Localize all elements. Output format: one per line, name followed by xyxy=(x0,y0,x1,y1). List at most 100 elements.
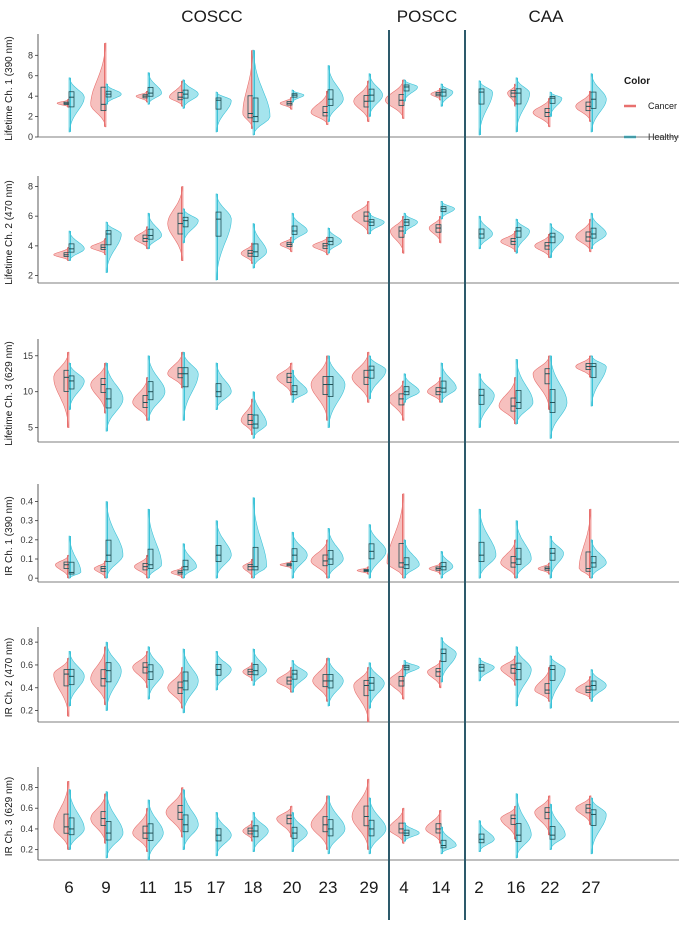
healthy-violin-6-box xyxy=(68,243,75,253)
healthy-violin-4-body xyxy=(403,79,418,102)
panel-6: IR Ch. 3 (629 nm) 0.2 0.4 0.6 0.8 xyxy=(4,767,679,861)
healthy-violin-23-body xyxy=(327,657,344,707)
healthy-violin-14 xyxy=(440,362,457,403)
cancer-violin-11-body xyxy=(134,226,149,250)
cancer-violin-14 xyxy=(425,809,442,844)
healthy-violin-2 xyxy=(478,215,493,250)
healthy-violin-27 xyxy=(590,212,607,250)
healthy-violin-6 xyxy=(68,362,85,411)
healthy-violin-11-body xyxy=(147,72,162,105)
healthy-violin-2-box xyxy=(478,833,485,844)
y-axis-label: Lifetime Ch. 2 (470 nm) xyxy=(4,180,15,285)
legend-label-cancer: Cancer xyxy=(648,101,677,111)
healthy-violin-15 xyxy=(182,79,199,109)
cancer-violin-11-body xyxy=(132,376,149,421)
cancer-violin-11-body xyxy=(132,807,149,853)
healthy-violin-18-box xyxy=(252,243,259,257)
healthy-violin-6 xyxy=(68,789,85,850)
healthy-violin-2 xyxy=(478,508,497,579)
cancer-violin-11 xyxy=(134,554,149,579)
healthy-violin-22-box xyxy=(549,389,556,413)
healthy-violin-14-box xyxy=(440,89,447,97)
healthy-violin-9-body xyxy=(105,641,122,711)
cancer-violin-6 xyxy=(53,351,70,428)
healthy-violin-20-body xyxy=(291,212,308,244)
healthy-violin-17-body xyxy=(215,193,232,281)
healthy-violin-9-body xyxy=(105,362,124,432)
healthy-violin-4 xyxy=(403,822,420,842)
panel-1: Lifetime Ch. 1 (390 nm) 0 2 4 6 8 xyxy=(4,34,679,142)
healthy-violin-23 xyxy=(327,795,346,855)
healthy-violin-27-box xyxy=(590,91,597,109)
cancer-violin-20-body xyxy=(276,805,293,838)
y-tick-label: 0.6 xyxy=(20,660,33,670)
healthy-violin-20-box xyxy=(291,225,298,235)
healthy-violin-18 xyxy=(252,223,267,269)
cancer-violin-20-body xyxy=(276,666,293,693)
healthy-violin-9 xyxy=(105,221,122,273)
healthy-violin-22 xyxy=(549,535,564,579)
healthy-violin-9 xyxy=(105,791,124,859)
panel-4: IR Ch. 1 (390 nm) 0 0.1 0.2 0.3 0.4 xyxy=(4,484,679,583)
healthy-violin-20-box xyxy=(291,669,298,680)
healthy-violin-27-body xyxy=(590,73,607,133)
x-category-15: 15 xyxy=(174,878,193,897)
healthy-violin-29-box xyxy=(368,365,375,379)
x-category-29: 29 xyxy=(360,878,379,897)
healthy-violin-4 xyxy=(403,373,420,403)
cancer-violin-15 xyxy=(167,666,184,709)
healthy-violin-2-body xyxy=(478,215,493,250)
y-tick-label: 0.2 xyxy=(20,535,33,545)
healthy-violin-15 xyxy=(182,648,199,714)
x-category-16: 16 xyxy=(507,878,526,897)
cancer-violin-14-body xyxy=(425,809,442,844)
healthy-violin-6 xyxy=(68,77,85,133)
y-tick-label: 0.4 xyxy=(20,683,33,693)
healthy-violin-9-body xyxy=(105,791,124,859)
healthy-violin-11-box xyxy=(147,86,154,97)
healthy-violin-17 xyxy=(215,91,232,133)
healthy-violin-16 xyxy=(515,646,532,707)
y-tick-label: 0.4 xyxy=(20,824,33,834)
healthy-violin-17 xyxy=(215,362,232,411)
cancer-violin-4-body xyxy=(384,79,405,119)
healthy-violin-23-body xyxy=(327,65,344,123)
healthy-violin-15-box xyxy=(182,216,189,228)
healthy-violin-15-body xyxy=(182,789,199,850)
cancer-violin-16-body xyxy=(498,376,517,425)
healthy-violin-29-body xyxy=(368,797,387,855)
healthy-violin-29 xyxy=(368,212,385,235)
healthy-violin-9-body xyxy=(105,221,122,273)
y-axis-label: Lifetime Ch. 1 (390 nm) xyxy=(4,36,15,141)
healthy-violin-15-body xyxy=(182,543,197,579)
healthy-violin-23-box xyxy=(327,89,334,106)
y-axis-label: IR Ch. 3 (629 nm) xyxy=(4,777,15,856)
healthy-violin-27 xyxy=(590,797,607,855)
healthy-violin-6-body xyxy=(68,650,85,707)
healthy-violin-9-box xyxy=(105,230,112,246)
cancer-violin-27-body xyxy=(575,676,592,700)
cancer-violin-6 xyxy=(56,98,70,108)
y-tick-label: 6 xyxy=(28,71,33,81)
healthy-violin-23 xyxy=(327,65,344,123)
cancer-violin-15 xyxy=(167,186,184,262)
healthy-violin-16 xyxy=(515,520,532,579)
cancer-violin-11 xyxy=(134,226,149,250)
healthy-violin-29-body xyxy=(368,662,385,709)
cancer-violin-4-body xyxy=(388,664,405,700)
healthy-violin-22-body xyxy=(549,355,568,439)
y-axis-label: IR Ch. 1 (390 nm) xyxy=(4,496,15,575)
healthy-violin-17-body xyxy=(215,812,232,857)
healthy-violin-27-box xyxy=(590,363,597,379)
healthy-violin-15-box xyxy=(182,367,189,388)
healthy-violin-9 xyxy=(105,83,122,105)
healthy-violin-22 xyxy=(549,223,564,259)
cancer-violin-20 xyxy=(276,666,293,693)
healthy-violin-23 xyxy=(327,657,344,707)
healthy-violin-20-body xyxy=(291,369,308,403)
cancer-violin-20 xyxy=(279,236,293,253)
healthy-violin-14-body xyxy=(440,362,457,403)
y-tick-label: 0 xyxy=(28,573,33,583)
cancer-violin-16 xyxy=(507,83,517,107)
